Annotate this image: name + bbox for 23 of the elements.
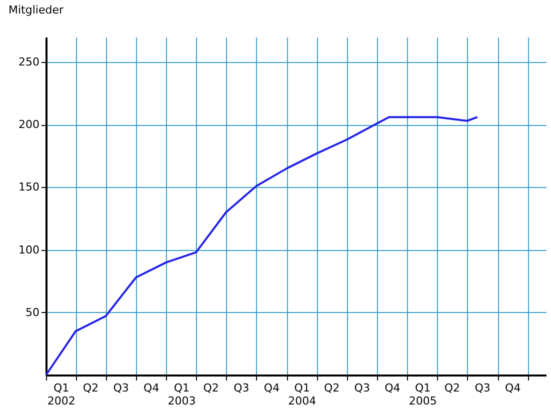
y-tick-label: 50 <box>26 306 40 319</box>
x-tick-label: Q4 <box>264 382 280 394</box>
x-tick-label: Q1 2003 <box>168 382 196 408</box>
x-tick-label: Q4 <box>144 382 160 394</box>
x-tick-label: Q3 <box>113 382 129 394</box>
x-tick-label: Q3 <box>474 382 490 394</box>
x-tick-label: Q3 <box>234 382 250 394</box>
line-series <box>45 116 478 376</box>
x-tick-label: Q1 2002 <box>47 382 76 408</box>
y-tick-label: 150 <box>18 180 40 194</box>
x-tick-label: Q3 <box>354 382 370 394</box>
x-tick-label: Q1 2005 <box>408 382 437 408</box>
y-tick-label: 100 <box>18 243 40 256</box>
x-tick-label: Q2 <box>203 382 219 394</box>
y-axis-title: Mitglieder <box>8 4 64 16</box>
y-tick-label: 250 <box>18 56 40 69</box>
x-tick-label: Q4 <box>505 382 521 394</box>
y-tick-label: 200 <box>18 118 40 132</box>
x-tick-label: Q2 <box>444 382 460 394</box>
x-tick-label: Q1 2004 <box>288 382 316 408</box>
x-tick-label: Q2 <box>82 382 99 394</box>
x-tick-label: Q2 <box>324 382 340 394</box>
x-tick-label: Q4 <box>384 382 400 394</box>
